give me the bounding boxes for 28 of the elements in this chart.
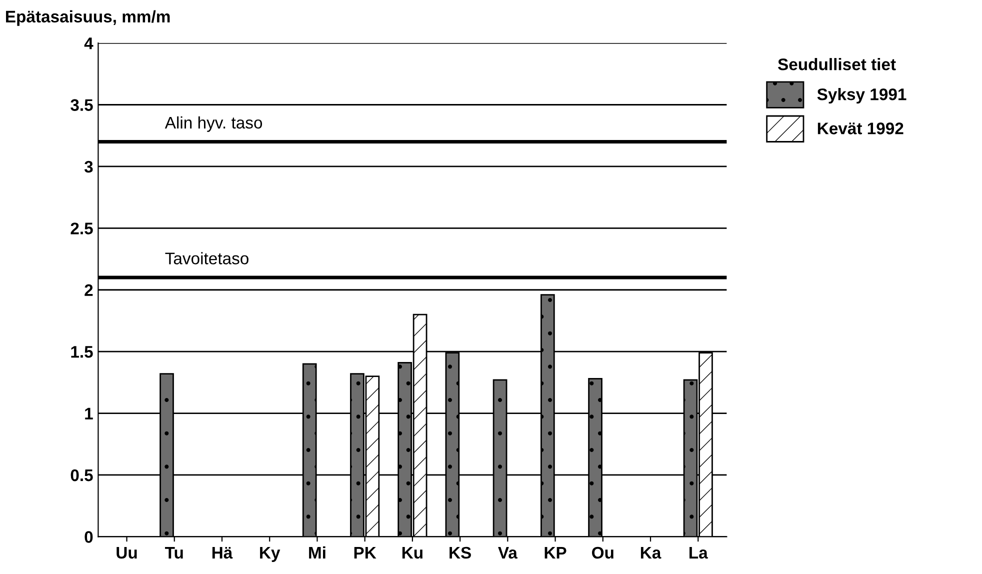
legend-title: Seudulliset tiet [778,58,896,70]
y-tick-label: 2.5 [70,222,93,234]
y-tick-label: 0 [84,531,93,543]
x-tick-label: Tu [165,547,183,559]
x-tick-label: Va [498,547,518,559]
legend-label: Kevät 1992 [818,122,904,134]
x-tick-label: La [690,547,708,559]
y-tick-label: 4 [84,38,94,50]
x-tick-label: Uu [116,547,137,559]
x-tick-label: PK [354,547,376,558]
x-tick-label: KS [450,546,471,559]
y-tick-label: 3.5 [70,99,93,111]
x-tick-label: Ky [260,547,280,562]
y-tick-label: 1.5 [71,346,93,358]
y-axis-title: Epätasaisuus, mm/m [6,10,170,26]
x-tick-label: KP [544,547,566,558]
ref-line-label: Alin hyv. taso [164,116,262,132]
y-tick-label: 0.5 [70,469,93,482]
x-tick-label: Hä [212,546,233,559]
y-tick-label: 1 [85,408,93,420]
x-tick-label: Ka [640,547,662,559]
x-tick-label: Ou [592,546,614,559]
ref-line-label: Tavoitetaso [165,252,248,264]
x-tick-label: Ku [402,547,422,559]
x-tick-label: Mi [309,546,326,558]
y-tick-label: 2 [84,284,93,296]
y-tick-label: 3 [84,160,93,173]
legend-label: Syksy 1991 [817,88,906,104]
